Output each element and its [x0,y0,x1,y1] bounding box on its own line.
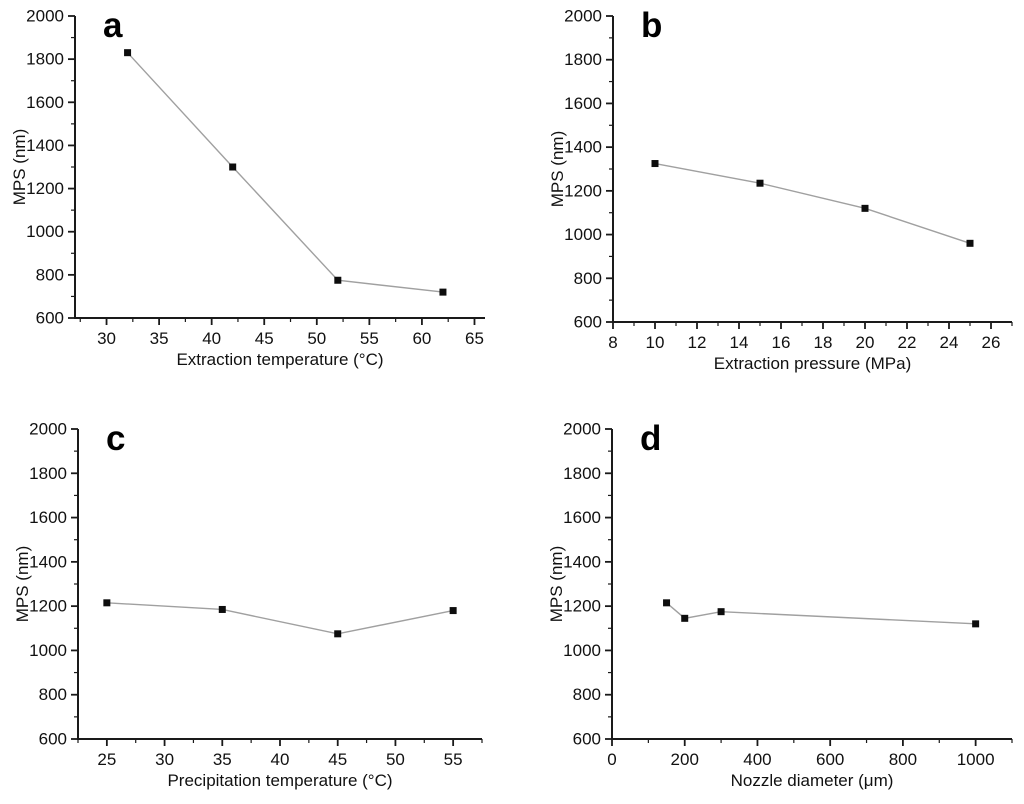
svg-text:1000: 1000 [564,225,602,244]
svg-text:2000: 2000 [564,7,602,26]
svg-text:40: 40 [202,329,221,348]
y-axis-title-c: MPS (nm) [13,545,32,623]
svg-text:600: 600 [816,750,844,769]
svg-text:1600: 1600 [564,94,602,113]
y-axis-title-a: MPS (nm) [10,128,29,206]
svg-text:18: 18 [814,333,833,352]
svg-text:600: 600 [574,313,602,332]
svg-text:1200: 1200 [563,597,601,616]
chart-plot-c: 600 800 1000 1200 1400 1600 1800 2000 25 30 35 40 45… [29,420,483,769]
svg-text:65: 65 [465,329,484,348]
svg-text:35: 35 [213,750,232,769]
svg-text:55: 55 [444,750,463,769]
svg-text:8: 8 [608,333,617,352]
chart-plot-b: 600 800 1000 1200 1400 1600 1800 2000 8 10 12 14 16 1… [564,7,1013,352]
svg-text:1600: 1600 [29,508,67,527]
svg-text:600: 600 [39,730,67,749]
svg-text:1000: 1000 [29,641,67,660]
chart-panel-a: 600 800 1000 1200 1400 1600 1800 2000 30 35 40 45 50… [0,0,512,402]
svg-text:60: 60 [412,329,431,348]
svg-text:800: 800 [889,750,917,769]
chart-plot-a: 600 800 1000 1200 1400 1600 1800 2000 30 35 40 45 50… [26,7,485,348]
svg-text:600: 600 [573,730,601,749]
svg-text:0: 0 [607,750,616,769]
svg-text:1000: 1000 [26,222,64,241]
svg-text:1000: 1000 [563,641,601,660]
svg-text:1800: 1800 [26,50,64,69]
svg-text:30: 30 [155,750,174,769]
svg-text:800: 800 [36,265,64,284]
svg-text:2000: 2000 [29,420,67,439]
panel-label-c: c [106,419,126,458]
svg-text:16: 16 [772,333,791,352]
x-axis-title-b: Extraction pressure (MPa) [713,354,912,373]
svg-text:800: 800 [574,269,602,288]
svg-text:50: 50 [386,750,405,769]
svg-text:2000: 2000 [26,7,64,26]
svg-text:45: 45 [255,329,274,348]
svg-text:24: 24 [940,333,959,352]
svg-text:40: 40 [271,750,290,769]
svg-text:25: 25 [97,750,116,769]
x-axis-title-a: Extraction temperature (°C) [176,350,384,369]
svg-text:800: 800 [573,685,601,704]
svg-text:1600: 1600 [26,93,64,112]
svg-text:1400: 1400 [563,552,601,571]
svg-text:800: 800 [39,685,67,704]
x-axis-title-d: Nozzle diameter (μm) [730,771,894,790]
svg-text:10: 10 [646,333,665,352]
svg-text:400: 400 [743,750,771,769]
svg-text:1400: 1400 [26,136,64,155]
svg-text:1200: 1200 [26,179,64,198]
svg-text:1600: 1600 [563,508,601,527]
y-axis-title-b: MPS (nm) [548,130,567,208]
svg-text:2000: 2000 [563,420,601,439]
svg-text:1000: 1000 [957,750,995,769]
svg-text:1800: 1800 [564,50,602,69]
chart-panel-d: 600 800 1000 1200 1400 1600 1800 2000 0 200 400 600… [512,402,1024,804]
svg-text:1400: 1400 [29,552,67,571]
svg-text:1400: 1400 [564,138,602,157]
svg-text:50: 50 [307,329,326,348]
svg-text:14: 14 [730,333,749,352]
x-axis-title-c: Precipitation temperature (°C) [167,771,393,790]
svg-text:200: 200 [671,750,699,769]
svg-text:26: 26 [982,333,1001,352]
svg-text:1800: 1800 [29,464,67,483]
svg-text:1200: 1200 [29,597,67,616]
svg-text:20: 20 [856,333,875,352]
svg-text:22: 22 [898,333,917,352]
y-axis-title-d: MPS (nm) [547,545,566,623]
svg-text:12: 12 [688,333,707,352]
panel-label-a: a [103,6,123,45]
svg-text:600: 600 [36,309,64,328]
chart-plot-d: 600 800 1000 1200 1400 1600 1800 2000 0 200 400 600… [563,420,1013,769]
svg-text:35: 35 [150,329,169,348]
svg-text:55: 55 [360,329,379,348]
chart-panel-c: 600 800 1000 1200 1400 1600 1800 2000 25 30 35 40 45… [0,402,512,804]
svg-text:1200: 1200 [564,181,602,200]
chart-panel-b: 600 800 1000 1200 1400 1600 1800 2000 8 10 12 14 16 1… [512,0,1024,402]
panel-label-d: d [640,419,662,458]
svg-text:45: 45 [328,750,347,769]
svg-text:1800: 1800 [563,464,601,483]
svg-text:30: 30 [97,329,116,348]
panel-label-b: b [641,6,663,45]
